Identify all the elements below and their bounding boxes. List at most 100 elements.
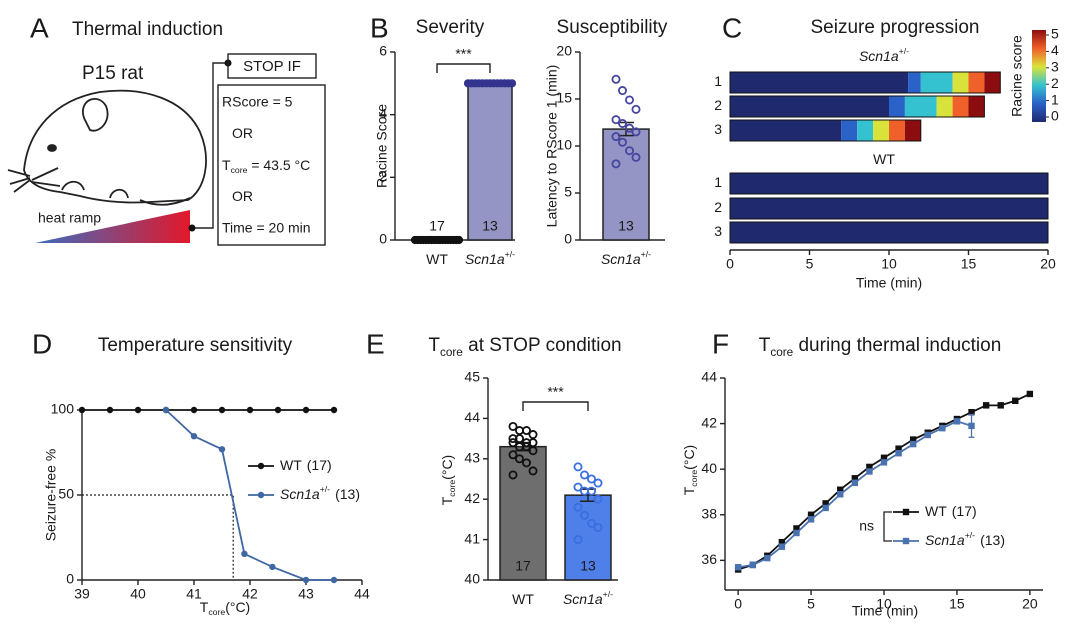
y-tick-label: 20 bbox=[556, 43, 572, 59]
data-point bbox=[909, 436, 917, 443]
heatmap-cell bbox=[889, 120, 905, 141]
data-point bbox=[218, 406, 226, 414]
data-point bbox=[764, 554, 771, 562]
y-tick-label: 45 bbox=[464, 369, 480, 385]
data-point bbox=[593, 522, 603, 532]
row-label: 3 bbox=[714, 121, 722, 137]
data-point bbox=[618, 137, 628, 147]
row-outline bbox=[729, 197, 1049, 220]
legend-label: WT (17) bbox=[280, 457, 332, 473]
heatmap-cell bbox=[873, 120, 889, 141]
data-point bbox=[454, 235, 464, 245]
legend-label-name: WT bbox=[280, 457, 302, 473]
guide-line bbox=[82, 494, 234, 580]
colorbar-tick-label: 3 bbox=[1051, 59, 1059, 75]
chart-title-part: at STOP condition bbox=[463, 335, 622, 356]
stop-condition: RScore = 5 bbox=[222, 94, 293, 110]
stop-condition: Time = 20 min bbox=[222, 220, 311, 236]
data-point bbox=[269, 563, 276, 571]
y-tick-label: 40 bbox=[464, 571, 480, 587]
panel-label: C bbox=[722, 12, 742, 43]
y-tick-label: 42 bbox=[701, 414, 717, 430]
legend-marker bbox=[257, 462, 265, 470]
chart-title-part: T bbox=[759, 335, 771, 356]
legend-label-name: Scn1a bbox=[925, 532, 965, 548]
heatmap-cell bbox=[730, 198, 1048, 219]
chart-title: Tcore at STOP condition bbox=[428, 335, 621, 359]
group-label: Scn1a+/- bbox=[859, 46, 909, 63]
connector-dot bbox=[188, 224, 196, 232]
data-point bbox=[866, 468, 873, 475]
panel-a: A Thermal induction P15 rat heat ramp ST… bbox=[7, 12, 326, 246]
stop-condition: OR bbox=[232, 188, 253, 204]
data-point bbox=[573, 535, 583, 545]
data-point bbox=[302, 576, 310, 584]
data-point bbox=[528, 430, 538, 440]
y-axis-label-part: T bbox=[681, 486, 697, 495]
chart-title-part: core bbox=[770, 346, 793, 359]
row-outline bbox=[729, 95, 985, 118]
data-point bbox=[134, 406, 142, 414]
data-point bbox=[625, 146, 635, 156]
colorbar-label: Racine score bbox=[1009, 35, 1025, 117]
y-axis-label-part: core bbox=[447, 480, 457, 497]
data-point bbox=[837, 486, 844, 493]
y-tick-label: 6 bbox=[379, 43, 387, 59]
legend-label-count: (13) bbox=[980, 532, 1005, 548]
n-label: 13 bbox=[482, 218, 498, 234]
heatmap-cell bbox=[908, 72, 921, 93]
legend-label-superscript: +/- bbox=[320, 484, 330, 494]
group-label-name: Scn1a bbox=[859, 48, 899, 64]
x-tick-label-superscript: +/- bbox=[641, 249, 651, 259]
significance-label: *** bbox=[455, 46, 472, 62]
data-point bbox=[968, 408, 975, 416]
x-tick-label: 10 bbox=[876, 596, 892, 612]
data-point bbox=[528, 446, 538, 456]
y-axis-label-part: (°C) bbox=[681, 445, 697, 470]
colorbar-tick-label: 2 bbox=[1051, 75, 1059, 91]
data-point bbox=[190, 406, 198, 414]
y-tick-label: 41 bbox=[464, 530, 480, 546]
data-point bbox=[302, 406, 310, 414]
x-tick-label-name: Scn1a bbox=[465, 251, 505, 267]
y-axis-label: Seizure-free % bbox=[43, 449, 59, 542]
data-point bbox=[593, 478, 603, 488]
n-label: 13 bbox=[618, 218, 634, 234]
y-tick-label: 44 bbox=[701, 369, 717, 385]
y-tick-label: 50 bbox=[58, 486, 74, 502]
y-axis-label: Tcore(°C) bbox=[439, 455, 458, 505]
x-tick-label: 5 bbox=[806, 256, 814, 272]
significance-bracket bbox=[522, 401, 589, 411]
data-point bbox=[997, 402, 1004, 409]
legend-label: Scn1a+/- (13) bbox=[925, 530, 1005, 547]
data-point bbox=[330, 406, 338, 414]
stop-label: STOP IF bbox=[243, 58, 301, 75]
x-tick-label: 15 bbox=[949, 596, 965, 612]
data-point bbox=[982, 402, 990, 409]
heatmap-cell bbox=[904, 96, 937, 117]
x-axis-label: Tcore(°C) bbox=[200, 599, 250, 618]
legend-label-name: WT bbox=[925, 503, 947, 519]
data-point bbox=[611, 115, 621, 125]
data-point bbox=[749, 561, 756, 569]
colorbar-tick-label: 0 bbox=[1051, 108, 1059, 124]
legend-label-count: (17) bbox=[952, 503, 977, 519]
chart-title: Seizure progression bbox=[811, 17, 980, 38]
x-tick-label: 20 bbox=[1022, 596, 1038, 612]
data-point bbox=[631, 152, 641, 162]
y-tick-label: 38 bbox=[701, 505, 717, 521]
x-tick-label: 39 bbox=[74, 586, 90, 602]
data-point bbox=[274, 406, 282, 414]
data-point bbox=[573, 502, 583, 512]
row-label: 1 bbox=[714, 73, 722, 89]
x-axis-label-part: (°C) bbox=[225, 599, 250, 615]
heatmap-cell bbox=[952, 96, 969, 117]
chart-title: Temperature sensitivity bbox=[98, 335, 293, 356]
data-point bbox=[939, 424, 946, 432]
data-point bbox=[924, 431, 931, 439]
stop-condition-part: T bbox=[222, 157, 231, 173]
data-point bbox=[508, 421, 518, 431]
x-tick-label-superscript: +/- bbox=[603, 589, 613, 599]
stop-box bbox=[227, 53, 317, 79]
